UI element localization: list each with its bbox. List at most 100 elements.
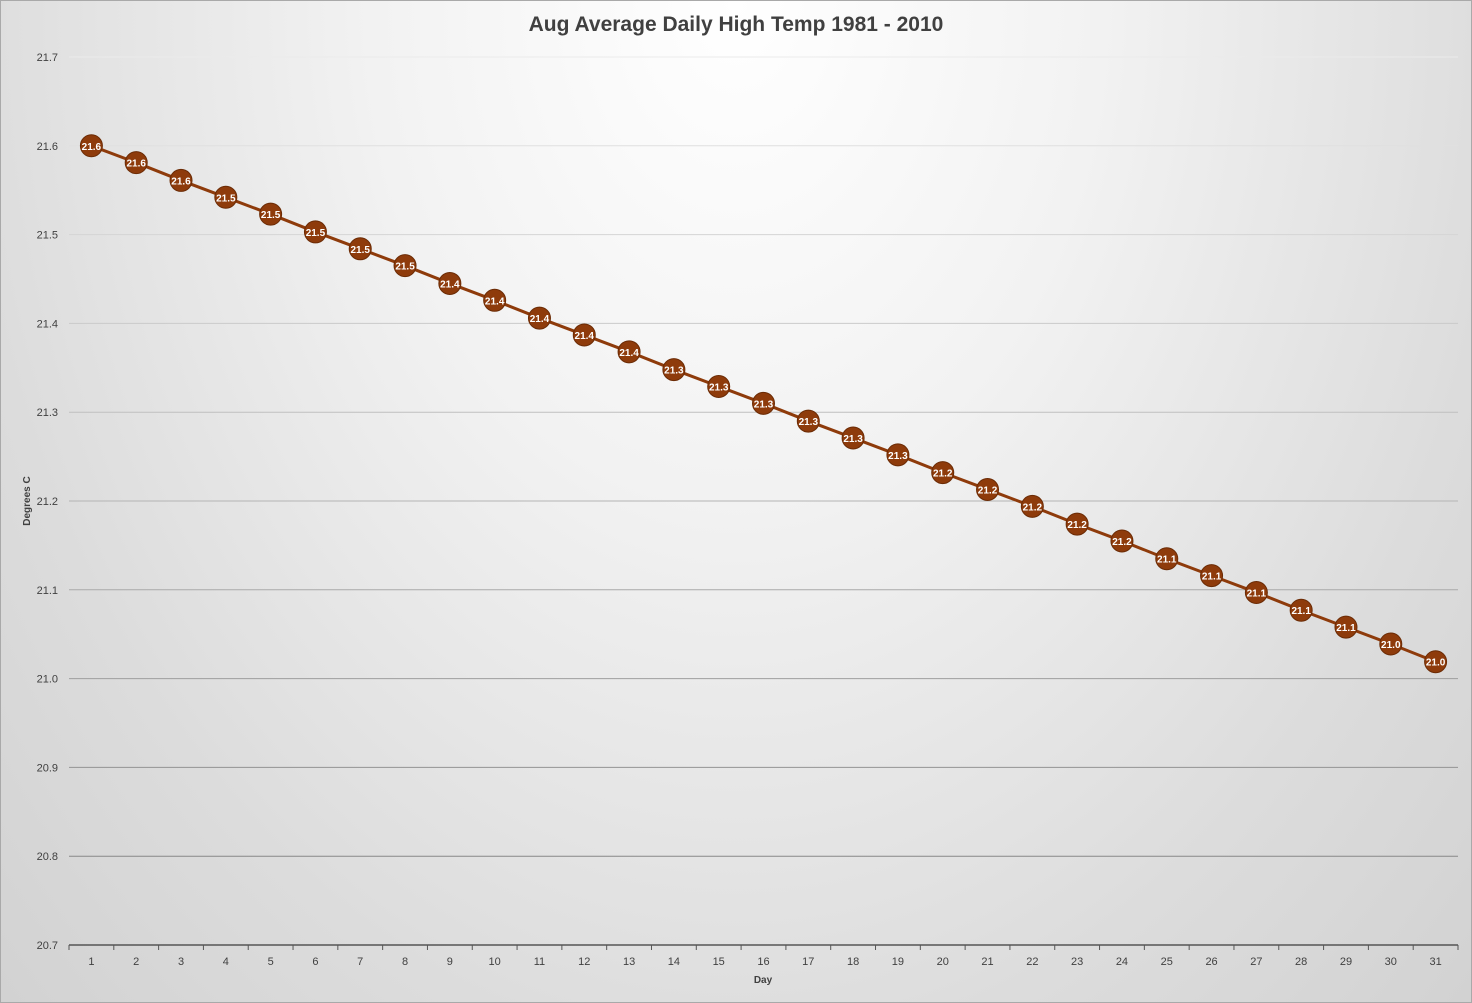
gridlines [69, 56, 1458, 857]
data-point [303, 220, 327, 244]
x-tick-label: 7 [357, 956, 363, 968]
x-tick-label: 8 [402, 956, 408, 968]
data-label: 21.1 [1336, 623, 1356, 634]
x-tick-label: 30 [1385, 956, 1397, 968]
data-point [572, 323, 596, 347]
data-point [124, 151, 148, 175]
x-tick-label: 28 [1295, 956, 1307, 968]
x-tick-label: 1 [88, 956, 94, 968]
y-tick-label: 21.4 [37, 318, 58, 330]
data-label: 21.2 [1023, 502, 1043, 513]
data-point [752, 391, 775, 415]
data-point [527, 306, 551, 330]
data-point [79, 134, 103, 158]
data-label: 21.3 [843, 434, 863, 445]
data-label: 21.0 [1426, 658, 1446, 669]
data-label: 21.5 [351, 245, 371, 256]
data-label: 21.2 [933, 469, 953, 480]
x-tick-label: 20 [937, 956, 949, 968]
y-tick-label: 21.5 [37, 230, 58, 242]
y-tick-label: 21.0 [37, 674, 58, 686]
data-label: 21.3 [888, 451, 908, 462]
data-point [1065, 512, 1089, 536]
data-label: 21.4 [619, 348, 639, 359]
x-tick-label: 24 [1116, 956, 1128, 968]
x-tick-label: 31 [1429, 956, 1441, 968]
x-tick-label: 25 [1161, 956, 1173, 968]
data-point [1289, 598, 1313, 622]
data-label: 21.1 [1202, 572, 1222, 583]
x-tick-label: 9 [447, 956, 453, 968]
y-axis-label: Degrees C [22, 476, 33, 525]
data-label: 21.6 [171, 176, 191, 187]
y-tick-label: 20.7 [37, 940, 58, 952]
data-point [976, 477, 1000, 501]
data-label: 21.5 [306, 228, 326, 239]
x-tick-label: 29 [1340, 956, 1352, 968]
data-point [931, 461, 955, 485]
y-tick-label: 21.6 [37, 141, 58, 153]
data-point [1155, 547, 1179, 571]
data-label: 21.1 [1157, 555, 1177, 566]
data-point [348, 237, 372, 261]
y-tick-label: 21.7 [37, 52, 58, 64]
x-tick-label: 17 [802, 956, 814, 968]
x-tick-label: 6 [312, 956, 318, 968]
data-label: 21.6 [126, 159, 146, 170]
y-tick-label: 21.2 [37, 496, 58, 508]
data-point [438, 271, 462, 295]
data-label: 21.6 [82, 142, 102, 153]
data-point [1379, 632, 1403, 656]
x-tick-label: 11 [534, 956, 545, 968]
x-tick-label: 13 [623, 956, 635, 968]
data-label: 21.2 [1112, 537, 1132, 548]
y-axis-ticks: 20.7 20.8 20.9 21.0 21.1 21.2 21.3 21.4 21.5 21.6… [37, 52, 58, 952]
data-point [1110, 529, 1134, 553]
y-tick-label: 20.9 [37, 762, 58, 774]
data-point [662, 358, 686, 382]
data-label: 21.5 [395, 262, 415, 273]
data-point [1020, 494, 1044, 518]
data-label: 21.4 [440, 279, 460, 290]
data-label: 21.1 [1291, 606, 1311, 617]
x-tick-label: 27 [1250, 956, 1262, 968]
data-label: 21.1 [1247, 588, 1267, 599]
data-label: 21.4 [575, 331, 595, 342]
data-label: 21.2 [978, 485, 998, 496]
data-point [841, 426, 865, 450]
chart-title: Aug Average Daily High Temp 1981 - 2010 [528, 13, 944, 36]
data-point [886, 443, 910, 467]
x-axis: 1 2 3 4 5 6 7 8 9 10 11 12 13 14 15 16 17 18 19 20 21 22 23 24 2… [68, 944, 1459, 968]
x-tick-label: 19 [892, 956, 904, 968]
x-tick-label: 5 [268, 956, 274, 968]
data-point [483, 288, 507, 312]
x-tick-label: 26 [1205, 956, 1217, 968]
data-point [1334, 615, 1358, 639]
data-label: 21.3 [709, 382, 729, 393]
data-label: 21.3 [664, 366, 684, 377]
data-point [1200, 564, 1224, 588]
x-tick-label: 21 [981, 956, 993, 968]
x-tick-label: 4 [223, 956, 229, 968]
data-label: 21.4 [530, 314, 550, 325]
x-tick-label: 16 [757, 956, 769, 968]
data-point [617, 340, 641, 364]
data-label: 21.2 [1067, 520, 1087, 531]
x-tick-label: 3 [178, 956, 184, 968]
data-label: 21.5 [261, 210, 281, 221]
data-label: 21.3 [754, 399, 774, 410]
y-tick-label: 21.3 [37, 407, 58, 419]
data-point [796, 409, 820, 433]
y-tick-label: 21.1 [37, 585, 58, 597]
x-tick-label: 12 [578, 956, 590, 968]
x-tick-label: 14 [668, 956, 680, 968]
x-tick-label: 23 [1071, 956, 1083, 968]
data-point [169, 168, 193, 192]
data-label: 21.0 [1381, 640, 1401, 651]
data-point [1244, 580, 1268, 604]
data-label: 21.3 [799, 417, 819, 428]
data-point [393, 254, 417, 278]
x-axis-label: Day [754, 975, 773, 986]
